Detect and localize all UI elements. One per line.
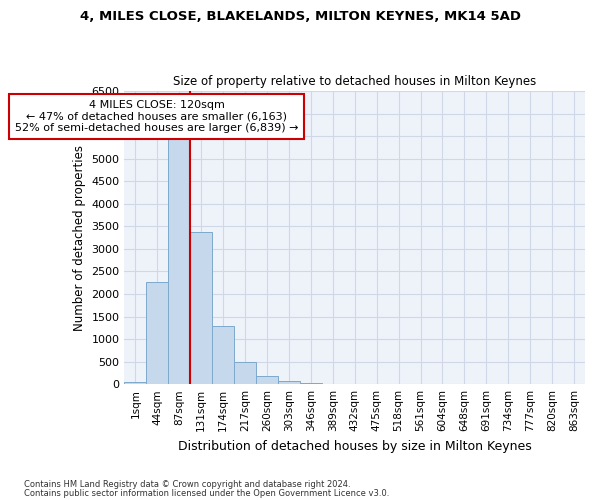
Bar xyxy=(168,140,190,384)
X-axis label: Distribution of detached houses by size in Milton Keynes: Distribution of detached houses by size … xyxy=(178,440,532,452)
Title: Size of property relative to detached houses in Milton Keynes: Size of property relative to detached ho… xyxy=(173,76,536,88)
Bar xyxy=(146,282,168,384)
Bar xyxy=(212,326,234,384)
Bar xyxy=(124,382,146,384)
Bar xyxy=(190,232,212,384)
Text: Contains public sector information licensed under the Open Government Licence v3: Contains public sector information licen… xyxy=(24,489,389,498)
Y-axis label: Number of detached properties: Number of detached properties xyxy=(73,144,86,330)
Text: 4 MILES CLOSE: 120sqm
← 47% of detached houses are smaller (6,163)
52% of semi-d: 4 MILES CLOSE: 120sqm ← 47% of detached … xyxy=(14,100,298,133)
Text: Contains HM Land Registry data © Crown copyright and database right 2024.: Contains HM Land Registry data © Crown c… xyxy=(24,480,350,489)
Bar xyxy=(256,376,278,384)
Bar xyxy=(234,362,256,384)
Bar xyxy=(278,381,300,384)
Text: 4, MILES CLOSE, BLAKELANDS, MILTON KEYNES, MK14 5AD: 4, MILES CLOSE, BLAKELANDS, MILTON KEYNE… xyxy=(79,10,521,23)
